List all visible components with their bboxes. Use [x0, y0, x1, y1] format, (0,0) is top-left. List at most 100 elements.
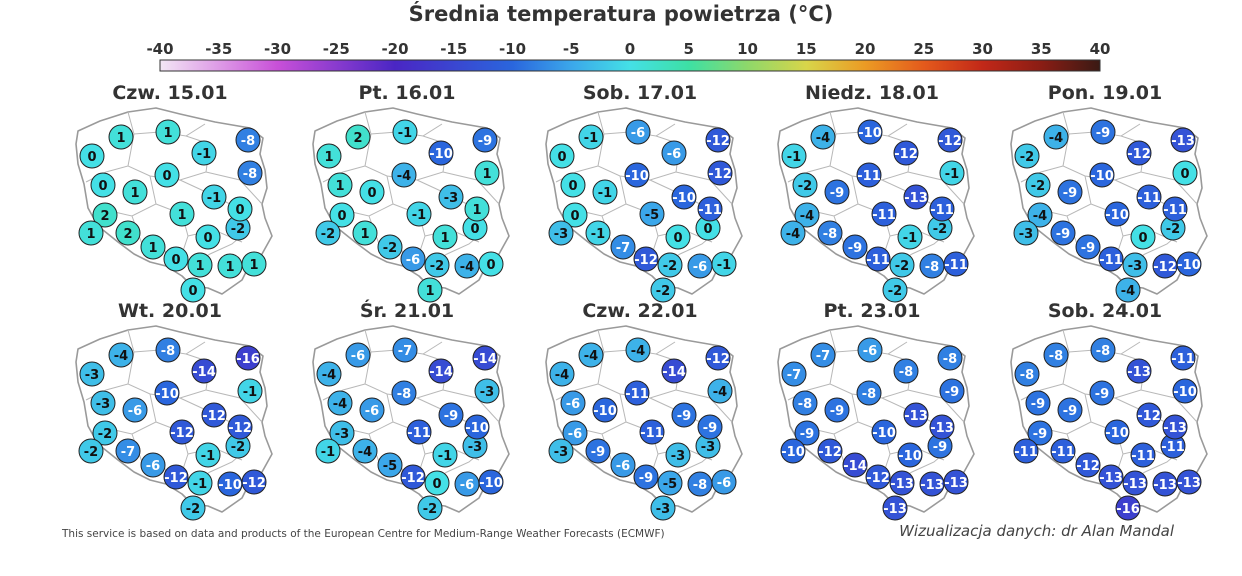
- temperature-value: 1: [360, 227, 369, 242]
- temperature-value: -10: [625, 169, 649, 184]
- temperature-value: -1: [321, 445, 335, 460]
- temperature-circle: [939, 378, 965, 404]
- temperature-marker: -9: [671, 402, 697, 428]
- colorbar-tick-label: -40: [146, 40, 173, 58]
- temperature-marker: -9: [939, 378, 965, 404]
- temperature-marker: -8: [937, 345, 963, 371]
- temperature-marker: 1: [417, 277, 443, 303]
- temperature-value: 0: [557, 150, 566, 165]
- temperature-circle: [478, 251, 504, 277]
- temperature-circle: [79, 361, 105, 387]
- day-map-panel: Niedz. 18.01 -1 -4 -10 -12 -2 -9 -11 -12 -1 -4 -11-…: [762, 82, 992, 303]
- temperature-circle: [79, 143, 105, 169]
- temperature-marker: -3: [329, 420, 355, 446]
- temperature-marker: 1: [78, 220, 104, 246]
- temperature-circle: [1014, 361, 1040, 387]
- temperature-value: -3: [480, 385, 494, 400]
- temperature-marker: -2: [1025, 172, 1051, 198]
- temperature-marker: -6: [560, 390, 586, 416]
- temperature-value: -1: [438, 449, 452, 464]
- temperature-value: -4: [1033, 209, 1047, 224]
- temperature-circle: [1122, 470, 1148, 496]
- temperature-marker: 1: [352, 220, 378, 246]
- temperature-marker: -10: [428, 140, 454, 166]
- temperature-value: -7: [816, 349, 830, 364]
- temperature-circle: [625, 337, 651, 363]
- temperature-circle: [817, 220, 843, 246]
- temperature-marker: -12: [893, 140, 919, 166]
- temperature-circle: [824, 179, 850, 205]
- temperature-value: -6: [460, 478, 474, 493]
- temperature-value: -4: [713, 385, 727, 400]
- temperature-marker: -1: [781, 143, 807, 169]
- temperature-circle: [661, 358, 687, 384]
- temperature-marker: -8: [235, 127, 261, 153]
- temperature-circle: [578, 124, 604, 150]
- temperature-value: -11: [1131, 449, 1155, 464]
- temperature-marker: -1: [392, 119, 418, 145]
- temperature-circle: [201, 184, 227, 210]
- temperature-circle: [1090, 119, 1116, 145]
- temperature-circle: [842, 452, 868, 478]
- temperature-value: -10: [858, 126, 882, 141]
- temperature-circle: [1050, 220, 1076, 246]
- temperature-circle: [438, 402, 464, 428]
- temperature-circle: [428, 140, 454, 166]
- temperature-marker: -9: [794, 420, 820, 446]
- temperature-circle: [1057, 179, 1083, 205]
- temperature-value: -9: [1063, 404, 1077, 419]
- temperature-marker: -9: [842, 234, 868, 260]
- temperature-circle: [1025, 172, 1051, 198]
- temperature-value: -11: [625, 387, 649, 402]
- temperature-circle: [108, 124, 134, 150]
- temperature-value: -11: [1099, 253, 1123, 268]
- temperature-marker: -10: [1176, 251, 1202, 277]
- temperature-marker: 0: [154, 162, 180, 188]
- poland-map: -1-4 -10-12-2 -9-11-12-1-4 -11-13-2-8-9-11-…: [777, 107, 975, 303]
- temperature-circle: [650, 495, 676, 521]
- temperature-marker: -6: [857, 337, 883, 363]
- temperature-circle: [392, 337, 418, 363]
- temperature-value: -13: [930, 421, 954, 436]
- temperature-value: -3: [1128, 259, 1142, 274]
- temperature-marker: -9: [1090, 119, 1116, 145]
- temperature-value: -6: [568, 427, 582, 442]
- temperature-circle: [929, 414, 955, 440]
- colorbar-tick-label: -15: [440, 40, 467, 58]
- temperature-value: -10: [781, 445, 805, 460]
- temperature-value: -10: [479, 476, 503, 491]
- temperature-value: -7: [787, 368, 801, 383]
- temperature-circle: [585, 438, 611, 464]
- temperature-value: -3: [85, 368, 99, 383]
- temperature-value: -8: [798, 397, 812, 412]
- temperature-value: -13: [904, 409, 928, 424]
- temperature-value: -6: [631, 126, 645, 141]
- temperature-value: -4: [816, 131, 830, 146]
- temperature-marker: -7: [115, 438, 141, 464]
- temperature-value: -9: [591, 445, 605, 460]
- temperature-circle: [824, 397, 850, 423]
- colorbar-tick-label: -5: [563, 40, 580, 58]
- temperature-circle: [316, 143, 342, 169]
- temperature-marker: -14: [428, 358, 454, 384]
- temperature-circle: [1050, 438, 1076, 464]
- temperature-marker: -8: [1014, 361, 1040, 387]
- temperature-circle: [327, 390, 353, 416]
- temperature-value: -13: [1127, 365, 1151, 380]
- temperature-marker: 1: [122, 179, 148, 205]
- colorbar-tick-label: 10: [737, 40, 758, 58]
- temperature-marker: -10: [478, 469, 504, 495]
- temperature-circle: [671, 402, 697, 428]
- temperature-marker: -13: [1162, 414, 1188, 440]
- temperature-circle: [889, 470, 915, 496]
- temperature-marker: -9: [438, 402, 464, 428]
- temperature-circle: [633, 464, 659, 490]
- temperature-value: -1: [412, 208, 426, 223]
- temperature-marker: -12: [937, 127, 963, 153]
- temperature-circle: [115, 438, 141, 464]
- temperature-value: -12: [634, 253, 658, 268]
- temperature-circle: [711, 251, 737, 277]
- temperature-marker: -4: [108, 342, 134, 368]
- temperature-value: -6: [863, 344, 877, 359]
- temperature-circle: [377, 452, 403, 478]
